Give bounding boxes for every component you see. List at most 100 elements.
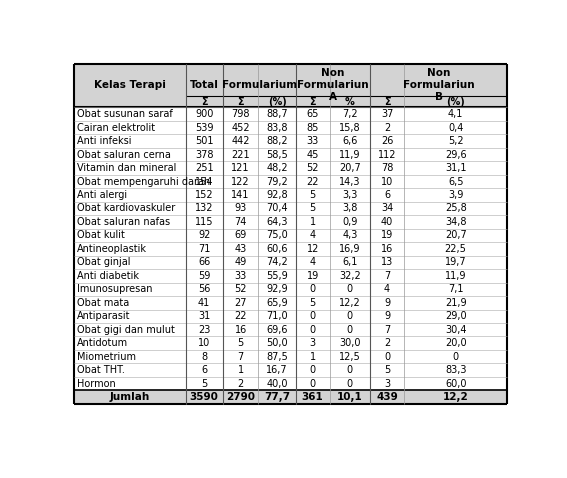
Text: Obat kulit: Obat kulit — [77, 230, 125, 240]
Text: 5: 5 — [310, 204, 316, 214]
Text: 25,8: 25,8 — [445, 204, 467, 214]
Text: Σ: Σ — [201, 97, 208, 107]
Text: 83,8: 83,8 — [266, 123, 288, 132]
Text: 92,8: 92,8 — [266, 190, 288, 200]
Text: 31,1: 31,1 — [445, 163, 467, 173]
Text: 12: 12 — [307, 244, 319, 254]
Text: 52: 52 — [306, 163, 319, 173]
Text: 58,5: 58,5 — [266, 150, 288, 160]
Text: Total: Total — [190, 80, 219, 90]
Text: 19,7: 19,7 — [445, 257, 467, 267]
Text: 5: 5 — [238, 338, 244, 348]
Bar — [74, 64, 507, 108]
Text: Obat ginjal: Obat ginjal — [77, 257, 130, 267]
Text: 6,6: 6,6 — [342, 136, 358, 146]
Text: Anti infeksi: Anti infeksi — [77, 136, 132, 146]
Text: 12,5: 12,5 — [339, 352, 361, 362]
Text: 5: 5 — [310, 190, 316, 200]
Text: 11,9: 11,9 — [445, 271, 467, 281]
Text: 5: 5 — [384, 365, 390, 375]
Text: 74: 74 — [234, 217, 247, 227]
Text: 33: 33 — [235, 271, 247, 281]
Text: 452: 452 — [231, 123, 250, 132]
Bar — [74, 188, 507, 202]
Text: 152: 152 — [195, 190, 214, 200]
Text: 3: 3 — [384, 379, 390, 389]
Text: 30,4: 30,4 — [445, 325, 467, 335]
Text: 85: 85 — [307, 123, 319, 132]
Text: 6,1: 6,1 — [342, 257, 358, 267]
Text: 23: 23 — [198, 325, 210, 335]
Text: 93: 93 — [235, 204, 247, 214]
Text: 4: 4 — [310, 257, 316, 267]
Text: 0: 0 — [452, 352, 459, 362]
Text: 20,7: 20,7 — [445, 230, 467, 240]
Text: 0,9: 0,9 — [342, 217, 358, 227]
Text: 1: 1 — [310, 217, 316, 227]
Bar — [74, 256, 507, 269]
Bar — [74, 121, 507, 134]
Bar — [74, 228, 507, 242]
Bar — [74, 296, 507, 310]
Text: 442: 442 — [231, 136, 250, 146]
Text: 2790: 2790 — [226, 392, 255, 402]
Text: Obat THT.: Obat THT. — [77, 365, 125, 375]
Text: 0: 0 — [310, 325, 316, 335]
Text: Antiparasit: Antiparasit — [77, 311, 130, 321]
Text: Vitamin dan mineral: Vitamin dan mineral — [77, 163, 176, 173]
Text: 539: 539 — [195, 123, 213, 132]
Text: 49: 49 — [235, 257, 247, 267]
Text: 121: 121 — [231, 163, 250, 173]
Text: 87,5: 87,5 — [266, 352, 288, 362]
Text: 0: 0 — [347, 365, 353, 375]
Text: 4,3: 4,3 — [342, 230, 358, 240]
Text: 154: 154 — [195, 176, 213, 186]
Text: 0: 0 — [347, 379, 353, 389]
Text: 22,5: 22,5 — [445, 244, 467, 254]
Bar — [74, 161, 507, 175]
Text: 5: 5 — [310, 298, 316, 308]
Text: 251: 251 — [195, 163, 214, 173]
Bar — [74, 282, 507, 296]
Text: Σ: Σ — [310, 97, 316, 107]
Text: 88,2: 88,2 — [266, 136, 288, 146]
Text: Non
Formulariun
B: Non Formulariun B — [403, 68, 475, 102]
Text: 3,3: 3,3 — [342, 190, 358, 200]
Text: 19: 19 — [307, 271, 319, 281]
Text: 7: 7 — [238, 352, 244, 362]
Text: Non
Formulariun
A: Non Formulariun A — [297, 68, 369, 102]
Text: 14,3: 14,3 — [339, 176, 361, 186]
Text: Antineoplastik: Antineoplastik — [77, 244, 147, 254]
Text: 9: 9 — [384, 311, 390, 321]
Text: 60,6: 60,6 — [266, 244, 288, 254]
Text: 55,9: 55,9 — [266, 271, 288, 281]
Text: 77,7: 77,7 — [264, 392, 290, 402]
Text: 75,0: 75,0 — [266, 230, 288, 240]
Text: Σ: Σ — [237, 97, 244, 107]
Text: 83,3: 83,3 — [445, 365, 467, 375]
Text: 0,4: 0,4 — [448, 123, 463, 132]
Text: 361: 361 — [302, 392, 324, 402]
Text: 3,8: 3,8 — [342, 204, 358, 214]
Text: Formularium: Formularium — [222, 80, 297, 90]
Text: 1: 1 — [238, 365, 244, 375]
Text: 0: 0 — [310, 311, 316, 321]
Text: 27: 27 — [234, 298, 247, 308]
Text: 12,2: 12,2 — [339, 298, 361, 308]
Text: 5,2: 5,2 — [448, 136, 463, 146]
Text: 15,8: 15,8 — [339, 123, 361, 132]
Bar — [74, 134, 507, 148]
Text: 6: 6 — [201, 365, 207, 375]
Text: Hormon: Hormon — [77, 379, 116, 389]
Text: 6: 6 — [384, 190, 390, 200]
Text: 11,9: 11,9 — [339, 150, 361, 160]
Text: 3,9: 3,9 — [448, 190, 463, 200]
Text: 74,2: 74,2 — [266, 257, 288, 267]
Bar — [74, 215, 507, 228]
Text: 0: 0 — [310, 379, 316, 389]
Text: Obat mempengaruhi darah: Obat mempengaruhi darah — [77, 176, 210, 186]
Text: 66: 66 — [198, 257, 210, 267]
Text: 2: 2 — [238, 379, 244, 389]
Text: 900: 900 — [195, 109, 213, 119]
Text: Imunosupresan: Imunosupresan — [77, 284, 153, 294]
